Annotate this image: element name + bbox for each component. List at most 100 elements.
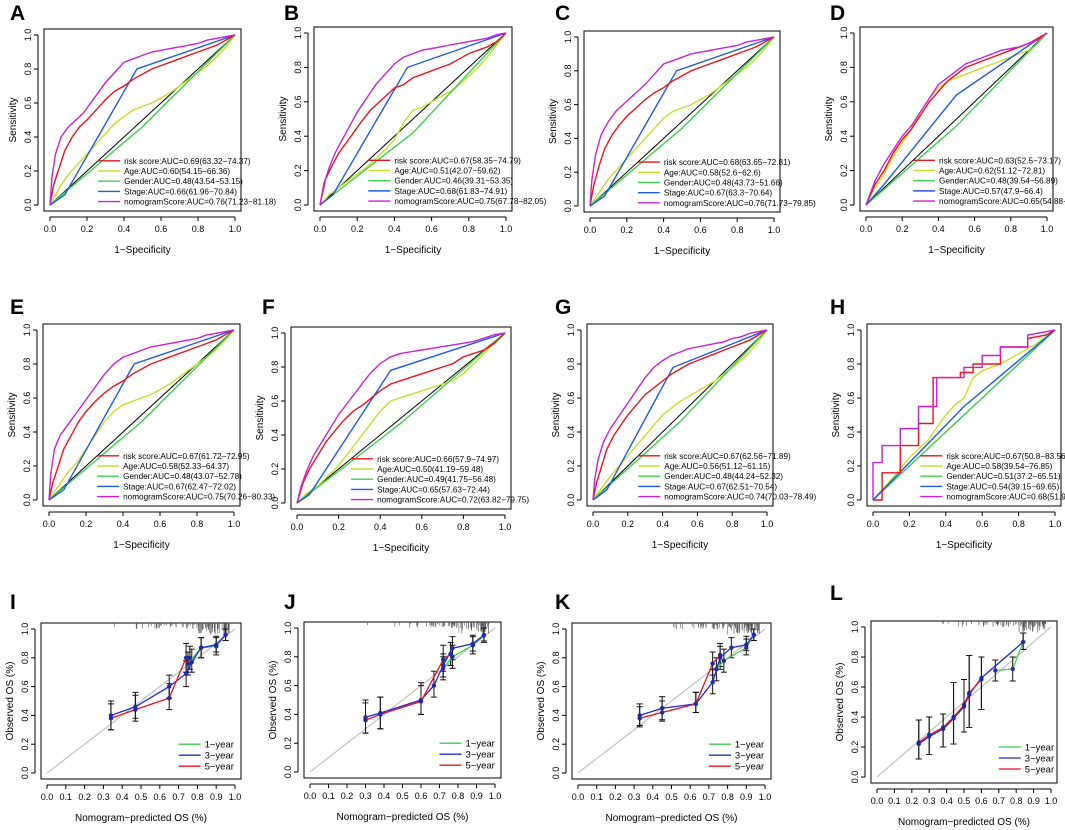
y-tick-label: 1.0 [846, 324, 856, 337]
panel-label-j: J [284, 591, 296, 614]
x-tick-label: 0.0 [43, 519, 56, 529]
legend-label-age: Age:AUC=0.51(42.07−59.62) [394, 166, 500, 175]
x-tick-label: 0.4 [117, 519, 130, 529]
panel-b: B 0.0 0.2 0.4 0.6 0.8 1.0 0.0 0.2 0.4 0.6 0.8 1.0 1−S… [278, 2, 547, 256]
y-tick-label: 0.2 [283, 737, 293, 750]
x-tick-label: 0.4 [657, 225, 670, 235]
x-tick-label: 0.9 [470, 791, 483, 801]
y-tick-label: 0.4 [839, 130, 849, 143]
x-tick-label: 0.1 [590, 792, 603, 802]
x-tick-label: 0.2 [341, 791, 354, 801]
calibration-line-y3 [918, 641, 1024, 745]
x-axis-title: 1−Specificity [652, 540, 708, 551]
y-tick-label: 0.2 [846, 460, 856, 473]
roc-curve-gender [592, 329, 768, 501]
plot-frame [583, 30, 781, 213]
calibration-point-y5 [167, 695, 172, 701]
roc-curve-age [319, 32, 507, 206]
legend-label-age: Age:AUC=0.50(41.19−59.48) [377, 465, 483, 474]
roc-curve-stage [865, 32, 1048, 206]
y-tick-label: 0.4 [283, 708, 293, 721]
legend-label-age: Age:AUC=0.62(51.12−72.81) [939, 166, 1045, 175]
y-tick-label: 0.0 [839, 199, 849, 212]
legend-label-gender: Gender:AUC=0.49(41.75−56.48) [377, 475, 496, 484]
roc-curve-stage [592, 329, 768, 501]
calibration-point-y5 [441, 657, 446, 662]
roc-curve-gender [49, 34, 236, 206]
plot-frame [303, 621, 502, 779]
y-tick-label: 0.2 [22, 460, 32, 473]
legend-label-nomo: nomogramScore:AUC=0.68(51.99−83.99) [946, 493, 1065, 502]
panel-label-g: G [555, 296, 571, 319]
reference-diagonal [865, 32, 1048, 206]
plot-frame [40, 622, 242, 780]
reference-diagonal [589, 36, 775, 207]
panel-label-f: F [262, 296, 275, 319]
legend-label-stage: Stage:AUC=0.65(57.63−72.44) [377, 485, 490, 494]
x-tick-label: 0.5 [135, 792, 148, 802]
roc-curve-nomo [872, 329, 1056, 500]
x-tick-label: 0.0 [44, 224, 57, 234]
x-tick-label: 0.8 [721, 792, 734, 802]
x-axis-title: 1−Specificity [113, 540, 169, 551]
y-tick-label: 0.4 [850, 711, 860, 724]
legend-label-risk: risk score:AUC=0.69(63.32−74.37) [124, 157, 251, 166]
y-tick-label: 0.0 [846, 494, 856, 507]
roc-curve-risk [319, 32, 507, 206]
x-tick-label: 0.5 [396, 791, 409, 801]
roc-curve-stage [589, 36, 775, 207]
ideal-line [309, 627, 496, 773]
y-tick-label: 0.6 [20, 680, 30, 693]
y-tick-label: 0.6 [563, 98, 573, 111]
roc-curve-stage [872, 329, 1056, 501]
y-tick-label: 0.2 [270, 463, 280, 476]
x-tick-label: 0.6 [154, 792, 167, 802]
legend-label-stage: Stage:AUC=0.67(62.51−70.54) [664, 482, 777, 491]
roc-curve-age [865, 32, 1048, 206]
calibration-point-y3 [744, 642, 749, 648]
x-axis-title: 1−Specificity [928, 245, 984, 256]
y-tick-label: 0.0 [22, 494, 32, 507]
calibration-point-y1 [993, 668, 998, 673]
x-tick-label: 0.6 [416, 522, 429, 532]
plot-frame [870, 620, 1058, 784]
x-tick-label: 0.4 [656, 519, 669, 529]
x-tick-label: 0.4 [932, 224, 945, 234]
x-tick-label: 0.2 [81, 224, 94, 234]
roc-curve-age [49, 34, 236, 206]
reference-diagonal [296, 332, 506, 504]
y-axis-title: Sensitivity [831, 392, 842, 437]
plot-frame [866, 323, 1062, 507]
roc-curve-age [872, 329, 1056, 501]
panel-k: K 0.0 0.1 0.2 0.3 0.4 0.5 0.6 0.7 0.8 0.9 1.0 0.0 0.2… [536, 591, 772, 824]
x-tick-label: 0.8 [191, 519, 204, 529]
y-axis-title: Sensitivity [8, 97, 19, 142]
calibration-point-y3 [431, 683, 437, 688]
x-tick-label: 0.2 [896, 224, 909, 234]
calibration-point-y5 [378, 712, 383, 717]
panel-label-i: I [10, 591, 16, 614]
calibration-line-y1 [715, 634, 755, 670]
legend-label-risk: risk score:AUC=0.67(61.72−72.95) [123, 452, 250, 461]
y-axis-title: Sensitivity [7, 392, 18, 437]
x-tick-label: 0.8 [731, 225, 744, 235]
legend-label-gender: Gender:AUC=0.51(37.2−65.51) [946, 472, 1061, 481]
y-tick-label: 0.8 [283, 651, 293, 664]
ideal-line [46, 628, 236, 774]
x-tick-label: 0.8 [1010, 796, 1023, 806]
x-tick-label: 0.6 [694, 225, 707, 235]
legend-label-age: Age:AUC=0.58(52.6−62.6) [664, 168, 761, 177]
y-tick-label: 1.0 [566, 324, 576, 337]
x-axis-title: 1−Specificity [114, 245, 170, 256]
calibration-line-y3 [639, 634, 755, 717]
x-tick-label: 0.2 [903, 519, 916, 529]
legend-label-y3: 3−year [205, 751, 234, 762]
plot-frame [859, 26, 1054, 212]
calibration-point-y5 [916, 740, 921, 745]
legend-label-y5: 5−year [1025, 765, 1054, 776]
calibration-point-y3 [167, 684, 172, 689]
x-tick-label: 0.6 [415, 791, 428, 801]
x-tick-label: 0.8 [191, 792, 204, 802]
x-axis-title: Nomogram−predicted OS (%) [898, 817, 1030, 828]
y-tick-label: 0.0 [551, 767, 561, 780]
